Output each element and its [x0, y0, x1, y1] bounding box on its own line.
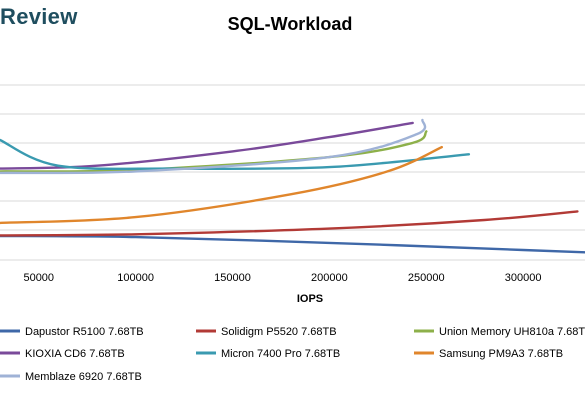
- series-line-kioxia-cd6-7-68tb: [0, 121, 414, 170]
- legend-label: KIOXIA CD6 7.68TB: [25, 348, 125, 360]
- legend-label: Solidigm P5520 7.68TB: [221, 326, 337, 338]
- legend-label: Memblaze 6920 7.68TB: [25, 371, 142, 383]
- series-line-solidigm-p5520-7-68tb: [0, 210, 579, 237]
- legend-entry: Memblaze 6920 7.68TB: [0, 371, 142, 383]
- legend-entry: Dapustor R5100 7.68TB: [0, 326, 144, 338]
- chart-title: SQL-Workload: [227, 14, 353, 34]
- x-tick-label: 250000: [408, 272, 445, 284]
- legend-entry: Solidigm P5520 7.68TB: [196, 326, 337, 338]
- series-line-memblaze-6920-7-68tb: [0, 118, 427, 175]
- series-line-dapustor-r5100-7-68tb: [0, 234, 585, 254]
- legend-label: Micron 7400 Pro 7.68TB: [221, 348, 340, 360]
- series-line-samsung-pm9a3-7-68tb: [0, 145, 443, 225]
- x-tick-label: 150000: [214, 272, 251, 284]
- x-axis-label: IOPS: [297, 293, 323, 305]
- x-tick-labels: 50000100000150000200000250000300000350: [23, 272, 542, 284]
- legend-entry: Micron 7400 Pro 7.68TB: [196, 348, 340, 360]
- legend: Dapustor R5100 7.68TB Solidigm P5520 7.68…: [0, 326, 585, 383]
- legend-label: Dapustor R5100 7.68TB: [25, 326, 144, 338]
- x-tick-label: 300000: [505, 272, 542, 284]
- x-tick-label: 50000: [23, 272, 54, 284]
- brand-wordmark: Review: [0, 4, 78, 29]
- legend-label: Samsung PM9A3 7.68TB: [439, 348, 563, 360]
- legend-label: Union Memory UH810a 7.68TB: [439, 326, 585, 338]
- x-tick-label: 100000: [117, 272, 154, 284]
- legend-entry: Samsung PM9A3 7.68TB: [414, 348, 563, 360]
- legend-entry: KIOXIA CD6 7.68TB: [0, 348, 125, 360]
- legend-entry: Union Memory UH810a 7.68TB: [414, 326, 585, 338]
- x-tick-label: 200000: [311, 272, 348, 284]
- series-lines: [0, 118, 585, 254]
